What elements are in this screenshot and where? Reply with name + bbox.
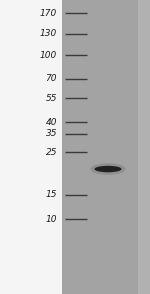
Bar (0, 0, 62, 294)
Text: 25: 25 (45, 148, 57, 157)
Text: 100: 100 (40, 51, 57, 60)
Text: 15: 15 (45, 191, 57, 199)
Text: 55: 55 (45, 94, 57, 103)
Text: 130: 130 (40, 29, 57, 38)
Text: 40: 40 (45, 118, 57, 126)
Ellipse shape (94, 166, 122, 172)
Text: 70: 70 (45, 74, 57, 83)
Ellipse shape (90, 163, 126, 175)
Bar (138, 0, 150, 294)
Text: 10: 10 (45, 215, 57, 223)
Text: 170: 170 (40, 9, 57, 18)
Bar (62, 0, 150, 294)
Text: 35: 35 (45, 129, 57, 138)
